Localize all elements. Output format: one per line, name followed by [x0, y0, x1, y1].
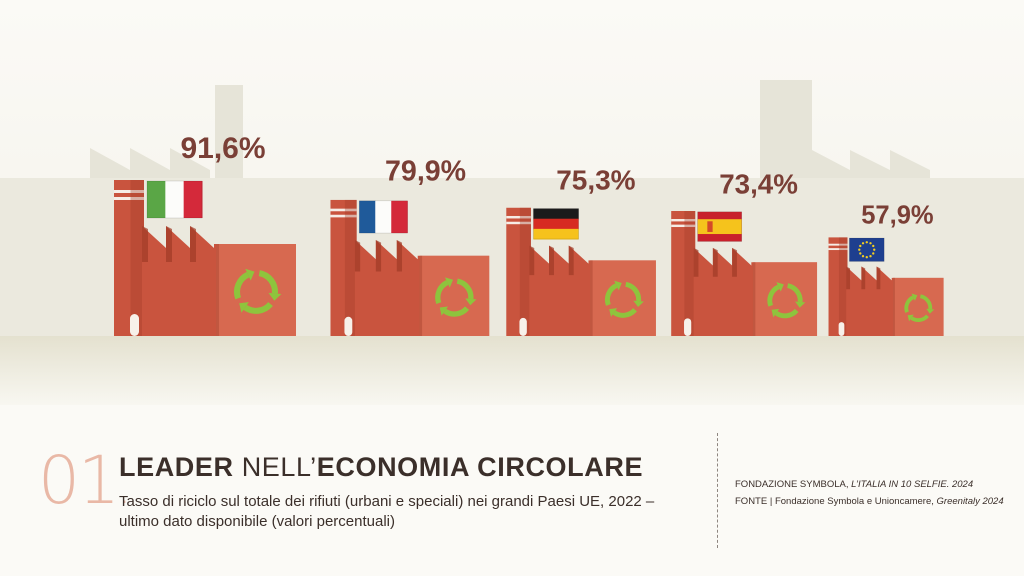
spain-flag-icon — [697, 211, 743, 242]
title-part-1: LEADER — [119, 452, 234, 482]
value-label: 75,3% — [556, 165, 635, 196]
title-part-2: NELL’ — [233, 452, 317, 482]
eu-flag-icon — [849, 237, 885, 262]
title-part-3: ECONOMIA CIRCOLARE — [316, 452, 644, 482]
page-title: LEADER NELL’ECONOMIA CIRCOLARE — [119, 452, 643, 483]
factory-bar: 79,9% — [330, 156, 490, 336]
credit-line-2: FONTE | Fondazione Symbola e Unioncamere… — [735, 496, 1004, 507]
factory-bar: 57,9% — [828, 201, 944, 336]
italy-flag-icon — [146, 180, 203, 219]
factory-bar: 73,4% — [671, 168, 818, 336]
ground — [0, 336, 1024, 405]
recycle-icon — [904, 293, 935, 323]
recycle-icon — [767, 282, 806, 319]
value-label: 79,9% — [385, 156, 466, 188]
value-label: 91,6% — [180, 132, 265, 165]
recycling-rate-chart: 91,6% 79,9% 75,3% 73,4% 57,9% — [0, 0, 1024, 405]
factory-bar: 75,3% — [506, 165, 656, 336]
credits: FONDAZIONE SYMBOLA, L’ITALIA IN 10 SELFI… — [735, 476, 1020, 510]
recycle-icon — [233, 268, 282, 314]
section-number: 01. — [38, 442, 131, 519]
divider — [717, 433, 718, 548]
credit-line-1: FONDAZIONE SYMBOLA, L’ITALIA IN 10 SELFI… — [735, 479, 974, 490]
value-label: 73,4% — [719, 168, 798, 199]
chart-subtitle: Tasso di riciclo sul totale dei rifiuti … — [119, 493, 655, 530]
france-flag-icon — [358, 200, 408, 234]
recycle-icon — [604, 280, 644, 318]
recycle-icon — [435, 277, 477, 317]
germany-flag-icon — [533, 208, 579, 240]
value-label: 57,9% — [861, 201, 934, 229]
factory-bar: 91,6% — [114, 132, 296, 336]
